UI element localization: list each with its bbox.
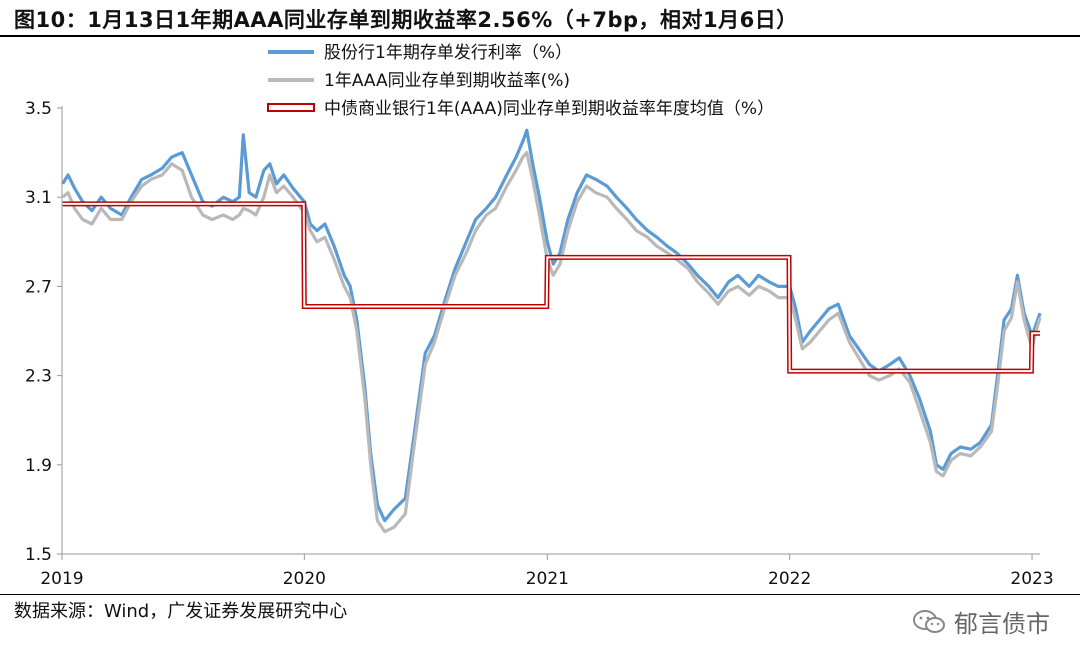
- source-divider: [0, 594, 1080, 595]
- chart-title: 图10：1月13日1年期AAA同业存单到期收益率2.56%（+7bp，相对1月6…: [14, 8, 798, 32]
- title-divider: [0, 35, 1080, 37]
- watermark-text: 郁言债市: [954, 610, 1050, 638]
- y-tick-label: 1.9: [25, 456, 52, 476]
- x-tick-label: 2023: [1010, 569, 1053, 589]
- watermark: 郁言债市: [912, 604, 1050, 639]
- chart-legend: 股份行1年期存单发行利率（%） 1年AAA同业存单到期收益率(%) 中债商业银行1年…: [267, 43, 774, 119]
- legend-swatch-2: [267, 103, 315, 112]
- legend-label-2: 中债商业银行1年(AAA)同业存单到期收益率年度均值（%）: [324, 99, 774, 119]
- line-chart: 1.5 1.9 2.3 2.7 3.1 3.5 2019 2020 2021 2022 2023 股…: [25, 43, 1054, 589]
- series-line-1: [61, 151, 1042, 534]
- series-line-2-inner: [62, 202, 1040, 373]
- x-tick-label: 2021: [526, 569, 569, 589]
- legend-label-0: 股份行1年期存单发行利率（%）: [324, 43, 572, 63]
- y-tick-label: 3.1: [25, 188, 52, 208]
- y-tick-label: 3.5: [25, 99, 52, 119]
- x-tick-label: 2022: [768, 569, 811, 589]
- data-source: 数据来源：Wind，广发证券发展研究中心: [14, 601, 348, 622]
- y-tick-label: 1.5: [25, 545, 52, 565]
- series-layer: [61, 128, 1042, 534]
- y-tick-label: 2.7: [25, 277, 52, 297]
- legend-label-1: 1年AAA同业存单到期收益率(%): [324, 71, 570, 91]
- x-tick-label: 2019: [40, 569, 83, 589]
- y-tick-label: 2.3: [25, 367, 52, 387]
- wechat-icon: [912, 609, 946, 635]
- series-line-2-outer: [62, 201, 1040, 374]
- series-line-0: [61, 128, 1042, 523]
- chart-axes: 1.5 1.9 2.3 2.7 3.1 3.5 2019 2020 2021 2022 2023: [25, 99, 1054, 589]
- x-tick-label: 2020: [283, 569, 326, 589]
